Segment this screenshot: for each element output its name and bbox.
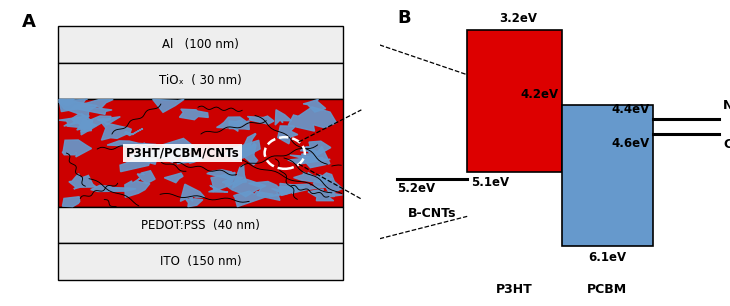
Polygon shape [59, 99, 88, 112]
Polygon shape [74, 99, 113, 108]
Polygon shape [226, 140, 260, 160]
Polygon shape [164, 173, 183, 183]
Polygon shape [211, 172, 243, 192]
Polygon shape [91, 185, 136, 192]
Bar [58, 207, 343, 243]
Polygon shape [125, 129, 143, 136]
Text: A: A [22, 13, 36, 32]
Polygon shape [237, 143, 258, 165]
Polygon shape [153, 99, 184, 112]
Polygon shape [209, 185, 228, 192]
Bar [58, 26, 343, 63]
Polygon shape [137, 171, 155, 184]
Polygon shape [247, 116, 274, 124]
Polygon shape [308, 189, 342, 201]
Polygon shape [269, 187, 305, 197]
Polygon shape [125, 178, 150, 197]
Polygon shape [147, 147, 189, 162]
Polygon shape [232, 165, 247, 188]
Polygon shape [280, 183, 327, 196]
Text: P3HT: P3HT [496, 283, 533, 297]
Bar [58, 63, 343, 99]
Polygon shape [185, 199, 203, 207]
Text: PEDOT:PSS  (40 nm): PEDOT:PSS (40 nm) [142, 219, 260, 232]
Polygon shape [222, 178, 233, 184]
Polygon shape [177, 151, 203, 164]
Text: TiOₓ  ( 30 nm): TiOₓ ( 30 nm) [159, 74, 242, 87]
Bar [467, 30, 562, 172]
Text: Al   (100 nm): Al (100 nm) [162, 38, 239, 51]
Polygon shape [180, 184, 204, 201]
Polygon shape [59, 116, 89, 129]
Polygon shape [313, 173, 342, 194]
Text: P3HT/PCBM/CNTs: P3HT/PCBM/CNTs [126, 147, 239, 159]
Polygon shape [72, 105, 112, 114]
Polygon shape [77, 119, 93, 132]
Text: 4.4eV: 4.4eV [611, 103, 650, 116]
Bar [58, 243, 343, 280]
Polygon shape [217, 117, 246, 131]
Text: B: B [397, 9, 411, 27]
Text: 6.1eV: 6.1eV [588, 251, 626, 264]
Polygon shape [81, 116, 111, 135]
Polygon shape [101, 122, 131, 140]
Polygon shape [129, 143, 156, 164]
Polygon shape [248, 181, 283, 200]
Polygon shape [63, 197, 80, 207]
Polygon shape [59, 101, 97, 117]
Polygon shape [293, 172, 332, 183]
Text: N-CNTs: N-CNTs [723, 99, 730, 112]
Polygon shape [229, 120, 249, 129]
Polygon shape [107, 141, 156, 146]
Text: PCBM: PCBM [588, 283, 627, 297]
Polygon shape [242, 133, 256, 150]
Polygon shape [162, 138, 194, 156]
Bar [58, 99, 343, 207]
Polygon shape [59, 99, 75, 106]
Text: 4.6eV: 4.6eV [611, 137, 650, 151]
Polygon shape [300, 141, 331, 156]
Text: 3.2eV: 3.2eV [499, 13, 537, 25]
Text: CNTs: CNTs [723, 138, 730, 151]
Polygon shape [288, 154, 330, 164]
Polygon shape [120, 155, 152, 172]
Polygon shape [180, 109, 208, 120]
Text: 4.2eV: 4.2eV [520, 88, 558, 102]
Polygon shape [278, 126, 298, 144]
Polygon shape [275, 110, 292, 125]
Text: 5.2eV: 5.2eV [397, 182, 435, 195]
Polygon shape [234, 191, 273, 207]
Polygon shape [288, 107, 337, 131]
Bar [562, 105, 653, 246]
Polygon shape [226, 179, 266, 197]
Polygon shape [69, 174, 96, 189]
Polygon shape [303, 99, 326, 112]
Polygon shape [301, 147, 330, 168]
Polygon shape [62, 140, 91, 157]
Polygon shape [67, 114, 97, 128]
Text: ITO  (150 nm): ITO (150 nm) [160, 255, 242, 268]
Polygon shape [97, 117, 120, 125]
Polygon shape [207, 170, 235, 180]
Text: B-CNTs: B-CNTs [408, 207, 456, 220]
Text: 5.1eV: 5.1eV [471, 176, 509, 189]
